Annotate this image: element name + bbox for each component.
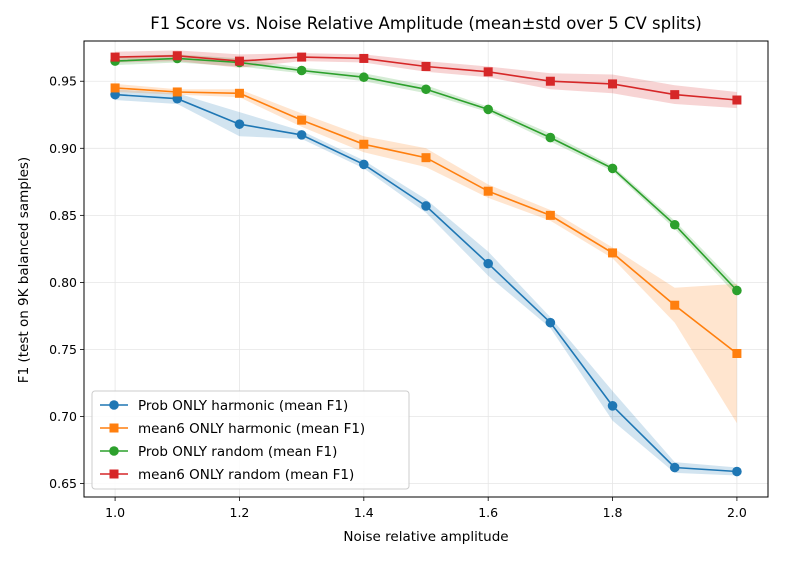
data-point — [607, 401, 618, 411]
data-point — [608, 79, 618, 89]
data-point — [172, 51, 182, 61]
data-point — [421, 201, 431, 211]
y-tick-label: 0.65 — [49, 476, 77, 491]
data-point — [545, 76, 555, 86]
x-tick-label: 2.0 — [727, 505, 747, 520]
legend-marker — [109, 446, 119, 456]
data-point — [421, 84, 431, 95]
series-line-1 — [115, 87, 738, 355]
x-tick-label: 1.2 — [230, 505, 250, 520]
y-tick-label: 0.90 — [49, 141, 77, 156]
y-tick-label: 0.80 — [49, 275, 77, 290]
data-point — [297, 52, 307, 62]
data-point — [359, 139, 369, 149]
data-point — [359, 159, 369, 170]
data-point — [421, 153, 431, 163]
data-point — [670, 300, 680, 310]
data-point — [545, 132, 556, 143]
data-point — [234, 119, 245, 129]
data-point — [545, 210, 555, 220]
data-point — [297, 115, 307, 125]
y-tick-label: 0.85 — [49, 208, 77, 223]
x-tick-label: 1.0 — [105, 505, 125, 520]
data-point — [608, 248, 618, 258]
x-axis-ticks: 1.0 1.2 1.4 1.6 1.8 2.0 — [105, 497, 747, 520]
legend-label: mean6 ONLY harmonic (mean F1) — [138, 421, 365, 437]
legend-label: Prob ONLY random (mean F1) — [138, 444, 337, 460]
data-point — [359, 72, 369, 83]
data-point — [669, 219, 680, 230]
x-axis-label: Noise relative amplitude — [343, 529, 508, 545]
data-point — [296, 130, 307, 140]
series-markers — [110, 51, 742, 477]
data-point — [732, 348, 742, 358]
data-point — [110, 83, 120, 93]
y-axis-label: F1 (test on 9K balanced samples) — [16, 157, 32, 383]
data-point — [421, 61, 431, 71]
data-point — [732, 466, 742, 477]
legend-marker — [109, 469, 119, 479]
y-tick-label: 0.95 — [49, 74, 77, 89]
data-point — [607, 163, 618, 174]
data-point — [110, 52, 120, 62]
plot-frame — [83, 40, 769, 498]
data-point — [483, 67, 493, 77]
data-point — [732, 95, 742, 105]
legend-marker — [109, 400, 119, 410]
data-point — [234, 88, 244, 98]
data-point — [234, 56, 244, 66]
x-tick-label: 1.4 — [354, 505, 374, 520]
data-point — [545, 317, 556, 328]
data-point — [483, 186, 493, 196]
data-point — [670, 90, 680, 100]
x-tick-label: 1.8 — [603, 505, 623, 520]
data-point — [359, 53, 369, 63]
data-point — [172, 87, 182, 97]
y-tick-label: 0.70 — [49, 409, 77, 424]
data-point — [296, 65, 307, 76]
data-point — [483, 104, 493, 115]
legend-box — [91, 390, 410, 490]
legend-label: mean6 ONLY random (mean F1) — [138, 467, 354, 483]
std-band-1 — [115, 83, 737, 424]
legend: Prob ONLY harmonic (mean F1) mean6 ONLY h… — [91, 390, 410, 490]
x-tick-label: 1.6 — [478, 505, 498, 520]
data-point — [483, 258, 493, 269]
chart-title: F1 Score vs. Noise Relative Amplitude (m… — [150, 14, 702, 33]
data-point — [732, 285, 742, 296]
y-axis-ticks: 0.65 0.70 0.75 0.80 0.85 0.90 0.95 — [49, 74, 84, 491]
y-tick-label: 0.75 — [49, 342, 77, 357]
legend-marker — [109, 423, 119, 433]
legend-label: Prob ONLY harmonic (mean F1) — [138, 398, 348, 414]
data-point — [669, 462, 680, 473]
grid — [84, 41, 768, 497]
